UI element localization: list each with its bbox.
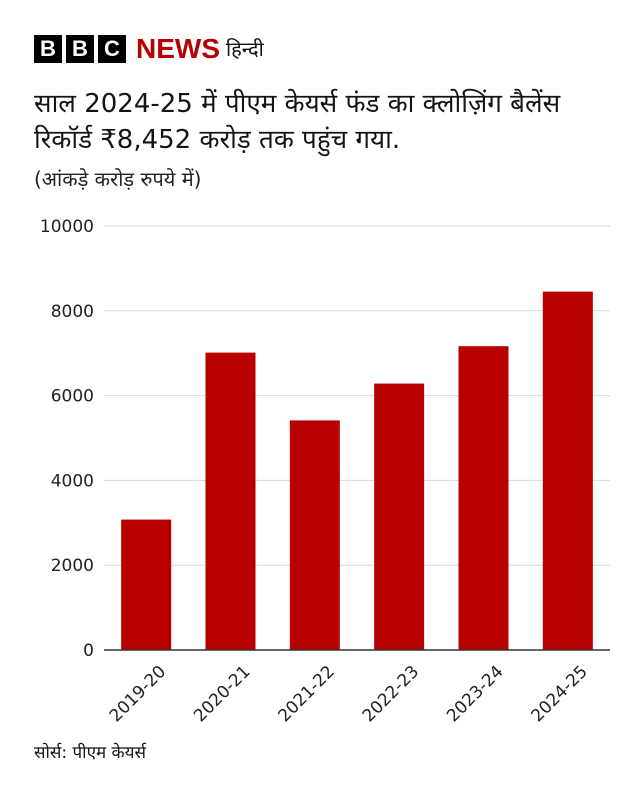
bbc-letter-c: C [98,35,126,63]
bar-2019-20 [121,519,172,650]
bar-2020-21 [205,352,256,650]
chart-subtitle: (आंकड़े करोड़ रुपये में) [34,167,202,191]
y-tick-label: 10000 [40,217,94,237]
x-tick-label: 2020-21 [190,662,254,726]
x-tick-label: 2023-24 [443,662,507,726]
bar-2024-25 [542,291,593,650]
brand-logo: B B C NEWS हिन्दी [34,34,264,64]
bar-2023-24 [458,346,509,650]
chart-source: सोर्स: पीएम केयर्स [34,743,146,763]
bar-2021-22 [289,420,340,650]
y-tick-label: 8000 [51,302,94,322]
y-tick-label: 0 [83,641,94,661]
brand-language: हिन्दी [226,37,264,61]
x-tick-label: 2019-20 [106,662,170,726]
bbc-letter-b2: B [66,35,94,63]
x-tick-label: 2024-25 [527,662,591,726]
brand-news: NEWS [136,33,220,64]
x-tick-label: 2021-22 [274,662,338,726]
bar-chart: 0 2000 4000 6000 8000 10000 2019-20 2020-21 2021… [40,217,610,726]
chart-title: साल 2024-25 में पीएम केयर्स फंड का क्लोज… [34,89,561,155]
x-tick-label: 2022-23 [359,662,423,726]
bbc-letter-b1: B [34,35,62,63]
y-tick-label: 2000 [51,556,94,576]
y-tick-label: 6000 [51,387,94,407]
bar-2022-23 [374,383,425,650]
y-tick-label: 4000 [51,471,94,491]
